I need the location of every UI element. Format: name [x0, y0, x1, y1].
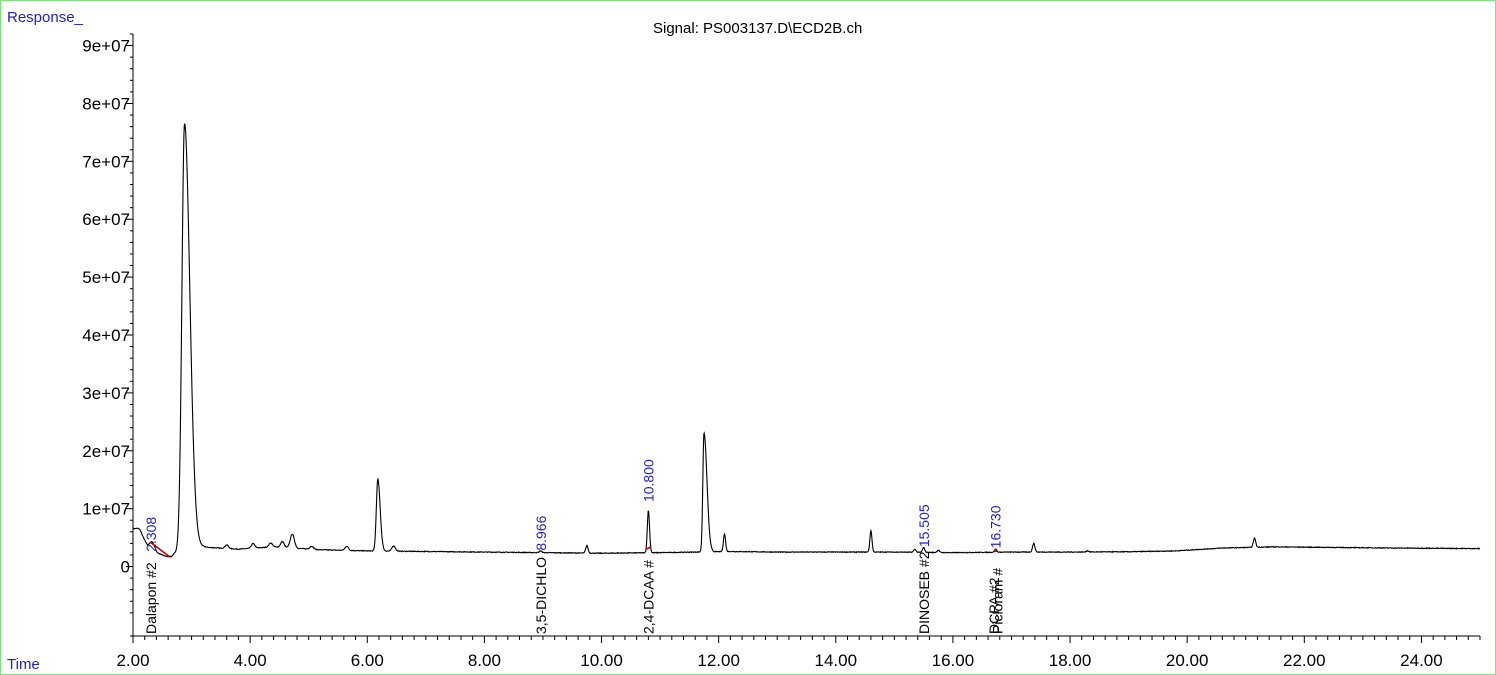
retention-time-label: 2.308 — [143, 517, 159, 552]
y-tick-label: 9e+07 — [82, 37, 130, 56]
retention-time-label: 10.800 — [640, 459, 656, 502]
compound-label: DCPA #2 — [986, 577, 1002, 634]
y-tick-label: 8e+07 — [82, 94, 130, 113]
x-tick-label: 12.00 — [697, 651, 740, 670]
y-tick-label: 0 — [121, 558, 130, 577]
x-tick-label: 6.00 — [351, 651, 384, 670]
integration-baseline — [150, 541, 170, 558]
compound-label: Picloram # — [989, 568, 1005, 634]
signal-trace — [132, 123, 1481, 558]
y-tick-label: 7e+07 — [82, 152, 130, 171]
x-axis-label: Time — [7, 656, 40, 673]
x-tick-label: 20.00 — [1166, 651, 1209, 670]
y-tick-label: 3e+07 — [82, 384, 130, 403]
compound-label: 2,4-DCAA # — [640, 560, 656, 634]
compound-label: 3,5-DICHLO — [533, 557, 549, 634]
x-tick-label: 22.00 — [1283, 651, 1326, 670]
retention-time-label: 15.505 — [916, 504, 932, 547]
y-tick-label: 5e+07 — [82, 268, 130, 287]
y-tick-label: 1e+07 — [82, 500, 130, 519]
retention-time-label: 16.730 — [988, 505, 1004, 548]
compound-label: DINOSEB #2 — [916, 551, 932, 634]
x-tick-label: 4.00 — [234, 651, 267, 670]
x-tick-label: 10.00 — [580, 651, 623, 670]
x-tick-label: 14.00 — [815, 651, 858, 670]
axes: 0 1e+07 2e+07 3e+07 4e+07 5e+07 6e+07 7e+07 8e+0… — [82, 33, 1481, 670]
labels-layer: 2.308 8.966 10.800 15.505 16.730 Dalapon #2 3,… — [143, 459, 1005, 634]
retention-time-label: 8.966 — [533, 515, 549, 550]
x-tick-label: 24.00 — [1400, 651, 1443, 670]
y-tick-label: 4e+07 — [82, 326, 130, 345]
x-tick-label: 16.00 — [932, 651, 975, 670]
x-tick-label: 8.00 — [468, 651, 501, 670]
y-axis-label: Response_ — [7, 9, 83, 26]
chart-title: Signal: PS003137.D\ECD2B.ch — [653, 20, 863, 37]
y-tick-label: 6e+07 — [82, 210, 130, 229]
x-tick-label: 2.00 — [116, 651, 149, 670]
integration-baseline — [645, 546, 652, 550]
compound-label: Dalapon #2 — [143, 562, 159, 634]
x-tick-label: 18.00 — [1049, 651, 1092, 670]
y-tick-label: 2e+07 — [82, 442, 130, 461]
trace-layer — [132, 123, 1481, 558]
